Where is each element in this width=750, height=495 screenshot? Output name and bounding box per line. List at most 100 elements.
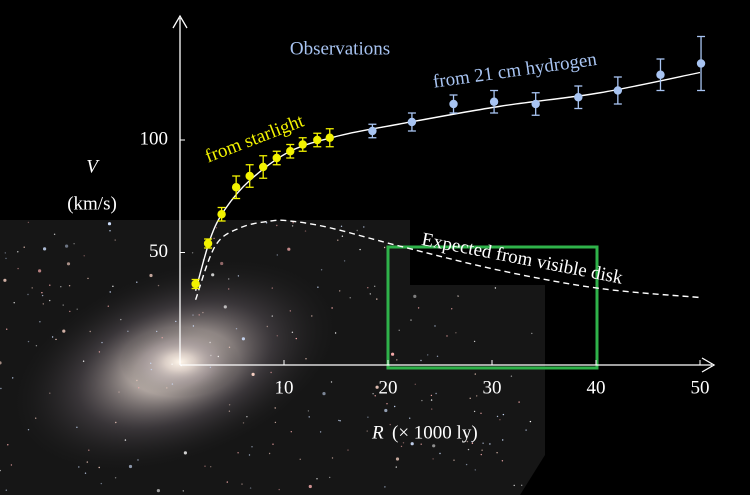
star <box>210 354 212 357</box>
star <box>409 417 411 419</box>
star <box>192 325 195 327</box>
star <box>23 246 25 248</box>
star <box>43 247 47 251</box>
star <box>376 298 378 300</box>
data-point <box>368 126 377 136</box>
star <box>417 307 420 309</box>
star <box>128 464 133 469</box>
star <box>363 226 365 228</box>
star <box>502 439 504 441</box>
star <box>161 337 163 339</box>
star <box>76 426 78 428</box>
data-point <box>574 93 583 102</box>
star <box>279 387 282 389</box>
star <box>150 368 153 371</box>
star <box>149 273 153 278</box>
star <box>171 383 174 385</box>
star <box>150 362 152 364</box>
star <box>420 443 422 445</box>
star <box>89 330 91 333</box>
star <box>5 489 8 491</box>
star <box>204 465 206 467</box>
star <box>107 305 110 307</box>
star <box>291 225 294 227</box>
data-point <box>325 133 334 142</box>
star <box>400 445 403 448</box>
star <box>241 483 243 485</box>
star <box>434 325 436 327</box>
data-point <box>259 162 268 172</box>
star <box>395 457 400 461</box>
star <box>502 413 505 416</box>
data-point <box>449 99 458 109</box>
star <box>496 452 498 454</box>
star <box>0 361 2 365</box>
data-point <box>696 59 706 68</box>
star <box>213 237 215 240</box>
star <box>331 307 333 309</box>
star <box>209 341 211 344</box>
star <box>383 246 386 249</box>
star <box>109 230 111 232</box>
data-point <box>231 183 241 192</box>
star <box>136 281 138 283</box>
star <box>41 294 44 297</box>
star <box>349 297 351 299</box>
highlight-box <box>386 245 599 370</box>
star <box>287 247 291 251</box>
star <box>137 459 139 461</box>
star <box>49 392 51 394</box>
star <box>271 287 273 289</box>
star <box>276 254 278 256</box>
star <box>53 233 56 235</box>
star <box>66 262 71 266</box>
x-tick-label: 10 <box>275 377 294 398</box>
star <box>489 443 491 445</box>
star <box>482 442 484 444</box>
star <box>305 358 307 360</box>
star <box>127 330 129 332</box>
star <box>339 420 341 422</box>
star <box>114 477 117 479</box>
data-point <box>203 239 213 248</box>
star <box>427 354 429 356</box>
star <box>136 379 138 382</box>
star <box>202 311 204 314</box>
star <box>118 391 120 393</box>
star <box>481 449 483 451</box>
star <box>367 287 369 289</box>
star <box>83 255 85 257</box>
star <box>51 336 54 338</box>
star <box>251 372 255 376</box>
star <box>192 314 194 316</box>
star <box>465 463 468 466</box>
data-point <box>407 117 417 127</box>
star <box>0 387 2 390</box>
star <box>473 410 476 413</box>
star <box>112 285 114 287</box>
title: Observations <box>290 38 390 59</box>
star <box>237 275 240 277</box>
star <box>266 325 268 328</box>
star <box>215 227 218 229</box>
star <box>228 288 230 290</box>
star <box>308 416 310 418</box>
star <box>518 401 520 403</box>
star <box>27 429 30 431</box>
star <box>98 351 101 353</box>
star <box>414 383 416 385</box>
star <box>182 490 184 492</box>
x-tick-label: 40 <box>587 377 606 398</box>
star <box>374 285 376 287</box>
star <box>211 273 215 277</box>
star <box>242 422 245 424</box>
star <box>435 392 437 395</box>
star <box>402 442 405 444</box>
star <box>183 451 187 455</box>
star <box>389 423 391 426</box>
star <box>432 458 434 460</box>
star <box>446 335 448 337</box>
star <box>337 239 339 241</box>
star <box>41 292 43 294</box>
